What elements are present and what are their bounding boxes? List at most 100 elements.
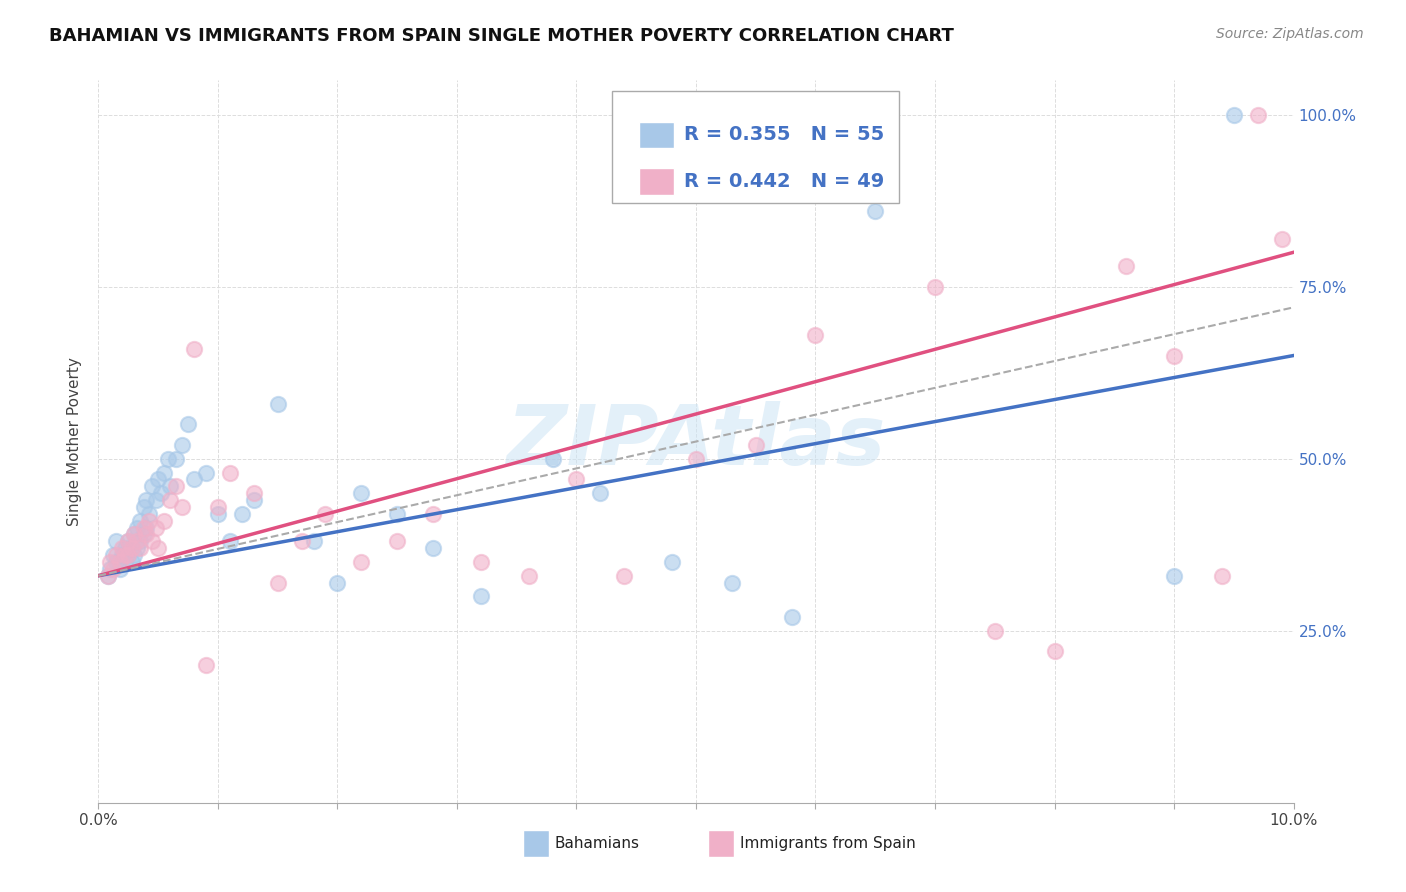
Point	[117, 548, 139, 562]
Point	[114, 555, 136, 569]
Point	[159, 479, 181, 493]
Point	[156, 451, 179, 466]
Point	[98, 555, 122, 569]
Point	[105, 534, 128, 549]
Point	[165, 479, 187, 493]
Point	[267, 575, 290, 590]
Point	[315, 507, 337, 521]
Point	[172, 438, 194, 452]
Point	[129, 514, 152, 528]
Point	[132, 500, 155, 514]
Point	[132, 520, 155, 534]
Point	[121, 541, 143, 556]
Point	[111, 541, 134, 556]
Point	[780, 610, 803, 624]
Point	[124, 527, 146, 541]
Text: Source: ZipAtlas.com: Source: ZipAtlas.com	[1216, 27, 1364, 41]
Text: Immigrants from Spain: Immigrants from Spain	[740, 836, 915, 851]
Point	[138, 507, 160, 521]
Point	[541, 451, 564, 466]
Point	[745, 438, 768, 452]
Point	[865, 204, 887, 219]
Point	[302, 534, 325, 549]
Bar	[523, 830, 548, 857]
Point	[153, 466, 176, 480]
Point	[422, 541, 444, 556]
Point	[219, 534, 242, 549]
Point	[121, 555, 143, 569]
Bar	[638, 121, 675, 148]
Point	[149, 486, 172, 500]
Point	[177, 417, 200, 432]
Point	[101, 562, 124, 576]
Point	[195, 658, 218, 673]
Point	[804, 327, 827, 342]
Point	[145, 520, 167, 534]
Point	[108, 562, 131, 576]
Point	[350, 486, 373, 500]
Y-axis label: Single Mother Poverty: Single Mother Poverty	[67, 357, 83, 526]
Bar	[638, 168, 675, 194]
Point	[291, 534, 314, 549]
Point	[243, 493, 266, 508]
Point	[111, 548, 134, 562]
Point	[121, 541, 143, 556]
Point	[1271, 231, 1294, 245]
Point	[422, 507, 444, 521]
Point	[1223, 108, 1246, 122]
Point	[721, 575, 744, 590]
Text: R = 0.442   N = 49: R = 0.442 N = 49	[685, 172, 884, 191]
Point	[613, 568, 636, 582]
Point	[135, 493, 157, 508]
Text: R = 0.355   N = 55: R = 0.355 N = 55	[685, 126, 884, 145]
Point	[517, 568, 540, 582]
Point	[470, 590, 492, 604]
Point	[117, 548, 139, 562]
Point	[165, 451, 187, 466]
Point	[565, 472, 588, 486]
Point	[159, 493, 181, 508]
Point	[98, 562, 122, 576]
Point	[135, 527, 157, 541]
Point	[97, 568, 120, 582]
Point	[385, 534, 409, 549]
Point	[1115, 259, 1137, 273]
Point	[661, 555, 683, 569]
Point	[125, 534, 148, 549]
Point	[125, 520, 148, 534]
Point	[1043, 644, 1066, 658]
Point	[207, 500, 229, 514]
FancyBboxPatch shape	[613, 91, 900, 203]
Point	[124, 527, 146, 541]
Point	[108, 555, 131, 569]
Point	[124, 548, 146, 562]
Point	[1163, 349, 1185, 363]
Point	[267, 397, 290, 411]
Point	[141, 479, 163, 493]
Point	[117, 534, 139, 549]
Point	[117, 534, 139, 549]
Point	[97, 568, 120, 582]
Point	[114, 548, 136, 562]
Point	[243, 486, 266, 500]
Point	[984, 624, 1007, 638]
Point	[145, 493, 167, 508]
Point	[219, 466, 242, 480]
Point	[153, 514, 176, 528]
Point	[129, 534, 152, 549]
Point	[105, 555, 128, 569]
Point	[141, 534, 163, 549]
Point	[1247, 108, 1270, 122]
Point	[1163, 568, 1185, 582]
Text: ZIPAtlas: ZIPAtlas	[506, 401, 886, 482]
Point	[589, 486, 612, 500]
Point	[148, 541, 170, 556]
Text: Bahamians: Bahamians	[555, 836, 640, 851]
Point	[685, 451, 707, 466]
Point	[183, 342, 205, 356]
Point	[183, 472, 205, 486]
Point	[138, 514, 160, 528]
Point	[101, 548, 124, 562]
Point	[105, 548, 128, 562]
Point	[125, 541, 148, 556]
